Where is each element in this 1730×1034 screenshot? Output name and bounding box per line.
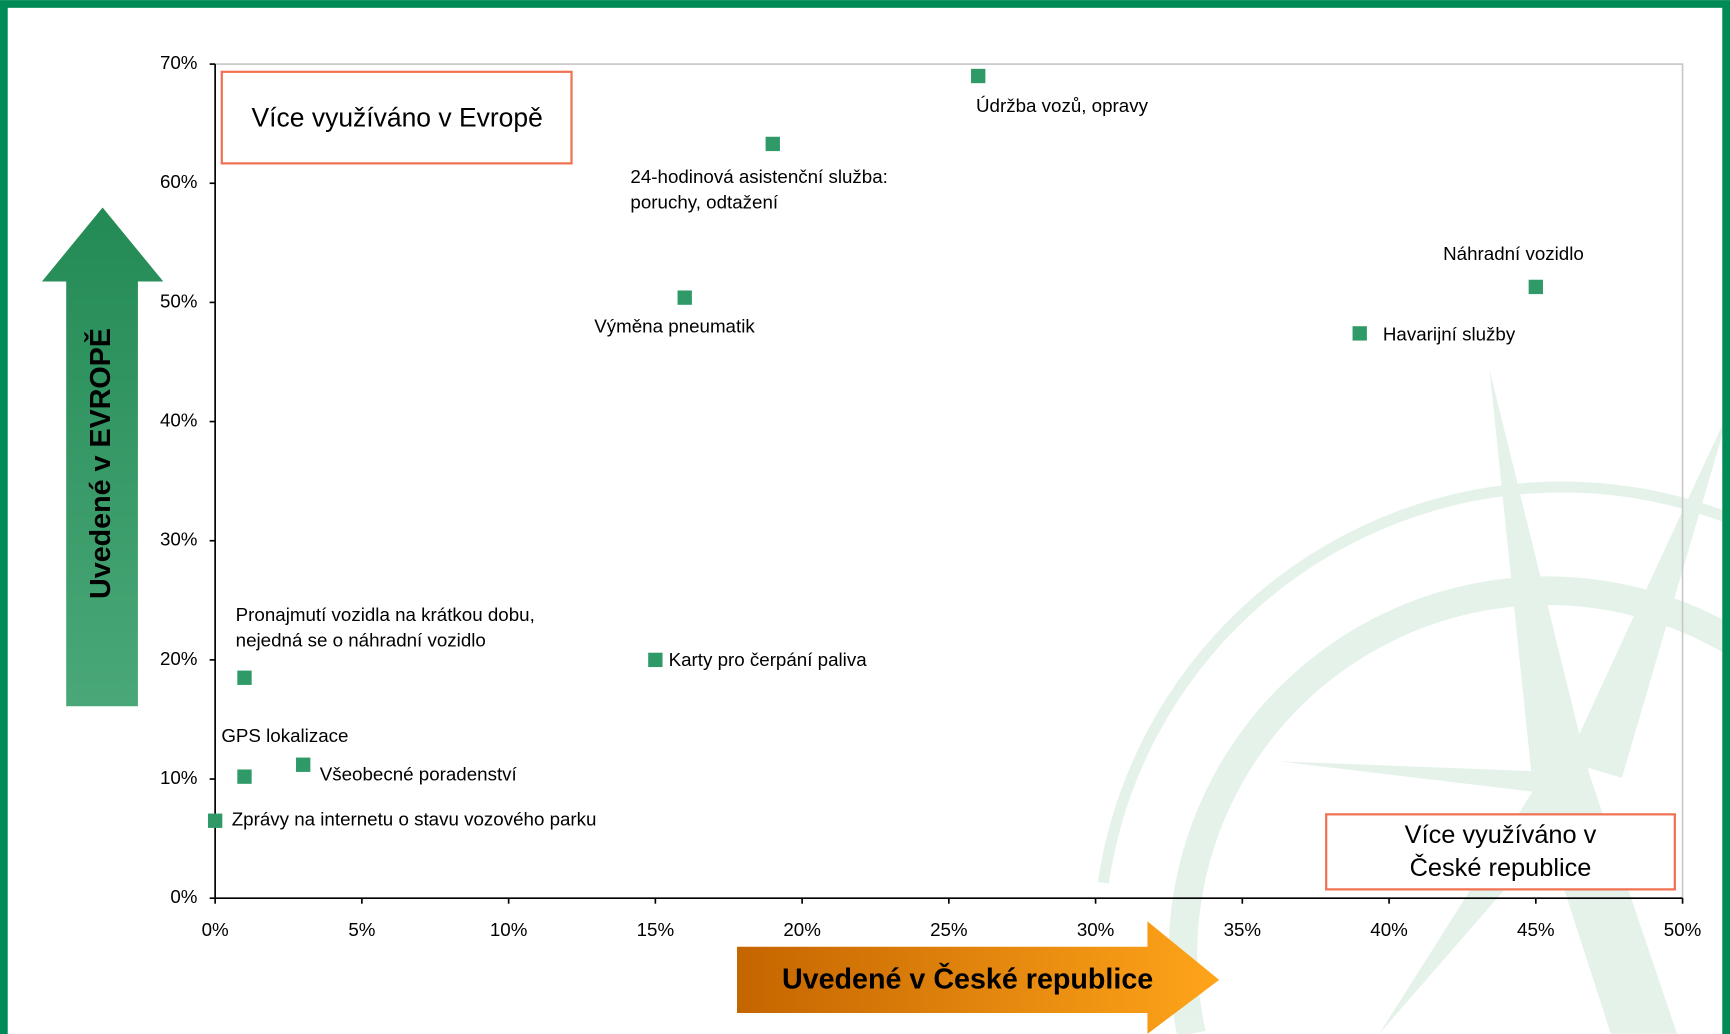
point-label: Havarijní služby	[1383, 324, 1516, 345]
point-label: Karty pro čerpání paliva	[669, 649, 868, 670]
x-tick-label: 5%	[348, 919, 375, 940]
x-tick-label: 15%	[637, 919, 675, 940]
x-tick-label: 20%	[783, 919, 821, 940]
y-tick-label: 40%	[160, 410, 198, 431]
y-tick-label: 20%	[160, 648, 198, 669]
point-label: Výměna pneumatik	[594, 315, 755, 336]
x-tick-label: 10%	[490, 919, 528, 940]
point-label: 24-hodinová asistenční služba:	[630, 166, 887, 187]
y-axis-label: Uvedené v EVROPĚ	[83, 328, 117, 599]
x-tick-label: 30%	[1077, 919, 1115, 940]
point	[648, 653, 662, 667]
point-label: Náhradní vozidlo	[1443, 243, 1584, 264]
y-tick-label: 30%	[160, 529, 198, 550]
y-tick-label: 0%	[170, 886, 197, 907]
y-tick-label: 70%	[160, 52, 198, 73]
x-tick-label: 35%	[1224, 919, 1262, 940]
annotation: České republice	[1410, 853, 1592, 882]
annotation: Více využíváno v Evropě	[252, 102, 543, 132]
point	[296, 758, 310, 772]
chart: Uvedené v EVROPĚ Uvedené v České republi…	[0, 0, 1730, 1034]
point-label: nejedná se o náhradní vozidlo	[236, 629, 486, 650]
point	[678, 290, 692, 304]
x-axis-label: Uvedené v České republice	[782, 962, 1153, 996]
annotation: Více využíváno v	[1405, 821, 1597, 849]
point-label: Všeobecné poradenství	[320, 764, 518, 785]
y-tick-label: 50%	[160, 290, 198, 311]
point-label: Pronajmutí vozidla na krátkou dobu,	[236, 604, 535, 625]
point	[1353, 326, 1367, 340]
point	[971, 69, 985, 83]
x-tick-label: 25%	[930, 919, 968, 940]
point-label: GPS lokalizace	[221, 725, 348, 746]
point-label: Zprávy na internetu o stavu vozového par…	[232, 809, 597, 830]
x-tick-label: 50%	[1664, 919, 1702, 940]
point-label: poruchy, odtažení	[630, 191, 778, 212]
y-tick-label: 60%	[160, 171, 198, 192]
x-tick-label: 45%	[1517, 919, 1555, 940]
point-label: Údržba vozů, opravy	[976, 95, 1149, 116]
point	[237, 769, 251, 783]
x-tick-label: 40%	[1370, 919, 1408, 940]
watermark	[1103, 370, 1730, 1034]
point	[766, 137, 780, 151]
x-tick-label: 0%	[202, 919, 229, 940]
point	[208, 814, 222, 828]
point	[1529, 280, 1543, 294]
y-tick-label: 10%	[160, 767, 198, 788]
point	[237, 671, 251, 685]
y-arrow: Uvedené v EVROPĚ	[42, 208, 163, 707]
